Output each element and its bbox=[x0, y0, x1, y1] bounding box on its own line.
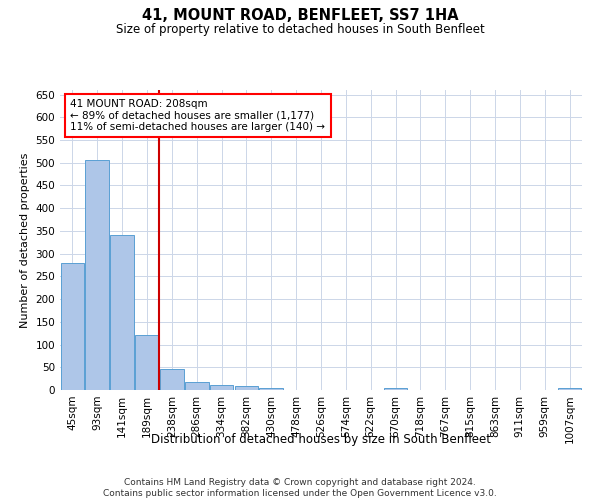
Text: Size of property relative to detached houses in South Benfleet: Size of property relative to detached ho… bbox=[116, 22, 484, 36]
Text: Distribution of detached houses by size in South Benfleet: Distribution of detached houses by size … bbox=[151, 432, 491, 446]
Y-axis label: Number of detached properties: Number of detached properties bbox=[20, 152, 30, 328]
Bar bbox=[259, 388, 283, 390]
Bar bbox=[235, 386, 258, 390]
Bar bbox=[185, 382, 209, 390]
Bar bbox=[85, 160, 109, 390]
Bar bbox=[384, 388, 407, 390]
Bar bbox=[210, 386, 233, 390]
Bar bbox=[61, 262, 84, 390]
Text: 41 MOUNT ROAD: 208sqm
← 89% of detached houses are smaller (1,177)
11% of semi-d: 41 MOUNT ROAD: 208sqm ← 89% of detached … bbox=[70, 99, 325, 132]
Bar bbox=[558, 388, 581, 390]
Bar bbox=[135, 336, 159, 390]
Bar bbox=[160, 368, 184, 390]
Bar bbox=[110, 236, 134, 390]
Text: 41, MOUNT ROAD, BENFLEET, SS7 1HA: 41, MOUNT ROAD, BENFLEET, SS7 1HA bbox=[142, 8, 458, 22]
Text: Contains HM Land Registry data © Crown copyright and database right 2024.
Contai: Contains HM Land Registry data © Crown c… bbox=[103, 478, 497, 498]
